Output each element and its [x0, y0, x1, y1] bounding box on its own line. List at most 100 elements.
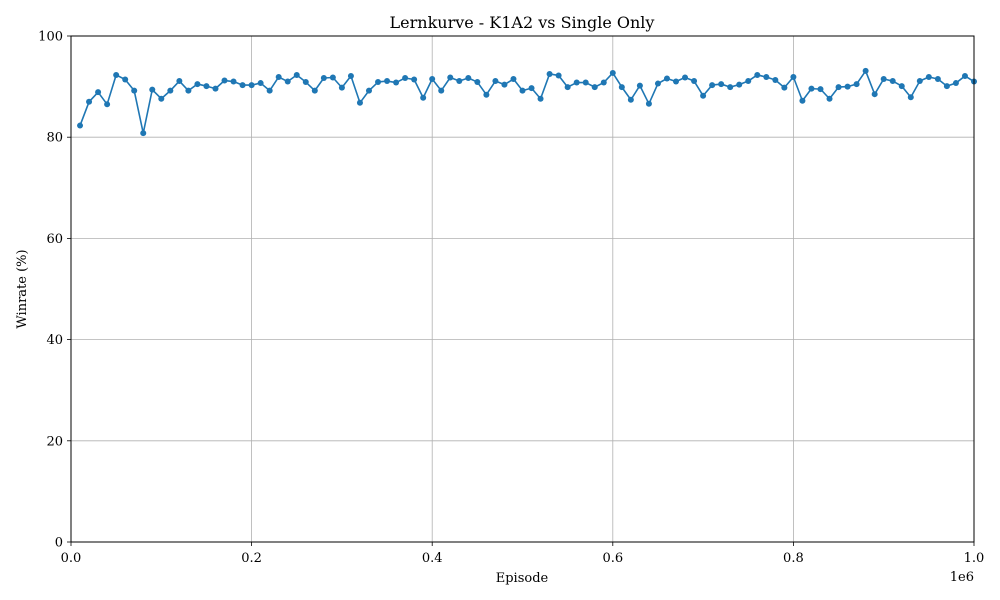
data-point	[302, 79, 309, 86]
data-point	[176, 78, 183, 85]
data-point	[817, 86, 824, 93]
data-point	[113, 71, 120, 78]
data-point	[465, 75, 472, 81]
x-tick-label: 0.2	[241, 551, 262, 566]
data-point	[943, 83, 950, 90]
x-offset-label: 1e6	[950, 570, 974, 585]
y-axis-label: Winrate (%)	[15, 249, 30, 328]
series-line	[79, 70, 975, 134]
data-point	[736, 81, 743, 88]
data-point	[754, 71, 761, 78]
axis-ticks: 0.0 0.2 0.4 0.6 0.8 1.0 0 20 40 60 80 100	[38, 30, 984, 567]
data-point	[853, 81, 860, 88]
data-point	[501, 81, 508, 88]
data-point	[203, 83, 210, 90]
x-tick-label: 0.8	[783, 551, 804, 566]
data-point	[329, 74, 336, 81]
data-point	[826, 95, 833, 102]
data-point	[140, 130, 147, 137]
data-point	[492, 78, 499, 85]
data-point	[149, 86, 156, 93]
data-point	[871, 91, 878, 98]
y-tick-label: 60	[46, 232, 63, 247]
data-point	[546, 70, 553, 77]
data-point	[393, 79, 400, 86]
data-point	[673, 78, 680, 85]
data-point	[483, 91, 490, 98]
data-point	[519, 87, 526, 94]
x-tick-label: 0.0	[61, 551, 82, 566]
data-point	[221, 77, 228, 84]
y-tick-label: 20	[46, 434, 63, 449]
data-point	[564, 84, 571, 91]
data-point	[158, 95, 165, 102]
data-point	[528, 85, 535, 92]
data-point	[537, 95, 544, 102]
x-tick-label: 1.0	[964, 551, 985, 566]
data-point	[961, 72, 968, 79]
chart-title: Lernkurve - K1A2 vs Single Only	[390, 13, 655, 32]
data-point	[880, 76, 887, 83]
data-point	[916, 78, 923, 85]
data-point	[781, 84, 788, 91]
data-point	[284, 78, 291, 85]
data-point	[636, 82, 643, 89]
data-point	[311, 87, 318, 94]
data-point	[835, 84, 842, 91]
data-point	[447, 74, 454, 81]
data-point	[104, 101, 111, 108]
data-point	[889, 78, 896, 85]
data-point	[510, 76, 517, 83]
data-point	[609, 69, 616, 76]
data-point	[907, 94, 914, 101]
data-point	[727, 84, 734, 91]
data-point	[925, 73, 932, 80]
y-tick-label: 100	[38, 30, 63, 45]
data-point	[582, 79, 589, 86]
data-point	[185, 87, 192, 94]
data-point	[293, 71, 300, 78]
data-point	[411, 76, 418, 83]
data-point	[402, 75, 409, 81]
data-point	[700, 92, 707, 99]
data-point	[257, 80, 264, 87]
data-point	[654, 80, 661, 87]
data-point	[844, 83, 851, 90]
data-point	[384, 78, 391, 85]
data-point	[934, 76, 941, 83]
data-point	[438, 87, 445, 94]
data-point	[709, 82, 716, 89]
data-point	[239, 82, 246, 89]
x-axis-label: Episode	[496, 571, 549, 586]
data-point	[718, 81, 725, 88]
data-point	[474, 79, 481, 86]
data-point	[862, 67, 869, 74]
y-tick-label: 0	[55, 536, 63, 551]
data-point	[573, 79, 580, 86]
grid-lines	[70, 35, 975, 543]
data-point	[275, 73, 282, 80]
data-point	[347, 72, 354, 79]
data-point	[799, 97, 806, 104]
data-point	[772, 77, 779, 84]
data-point	[429, 76, 436, 83]
data-point	[691, 78, 698, 85]
data-point	[627, 96, 634, 103]
data-point	[365, 87, 372, 94]
data-point	[618, 84, 625, 91]
y-tick-label: 80	[46, 131, 63, 146]
data-point	[745, 78, 752, 85]
x-tick-label: 0.6	[602, 551, 623, 566]
plot-frame	[70, 35, 975, 543]
data-point	[122, 76, 129, 83]
data-point	[808, 85, 815, 92]
data-point	[266, 87, 273, 94]
data-point	[356, 99, 363, 106]
data-point	[645, 100, 652, 107]
data-point	[790, 73, 797, 80]
data-point	[230, 78, 237, 85]
data-point	[86, 98, 93, 105]
data-point	[194, 81, 201, 88]
data-point	[898, 83, 905, 90]
